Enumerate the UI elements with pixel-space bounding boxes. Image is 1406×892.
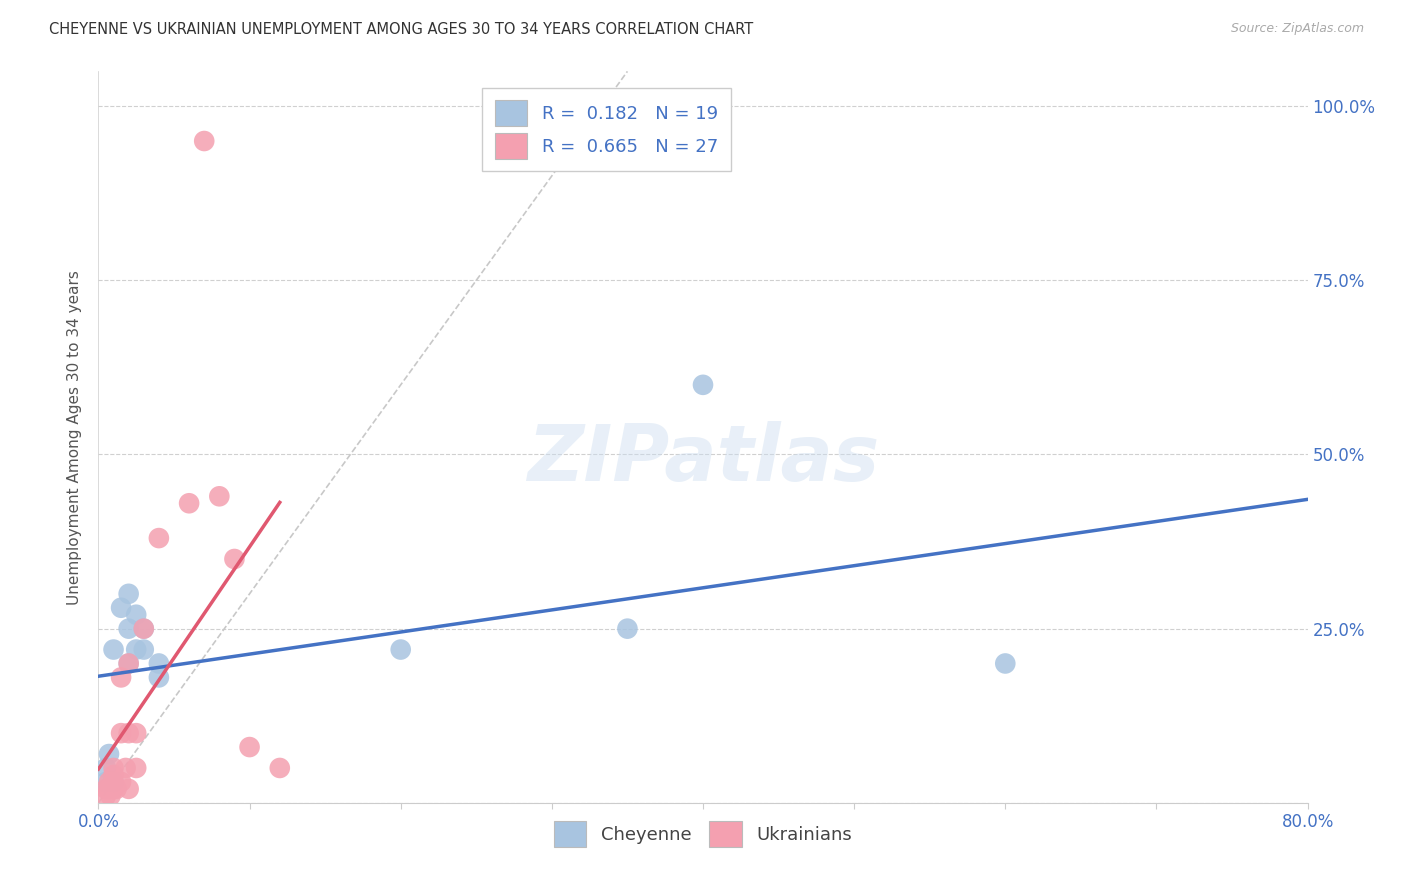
Point (110, 726, 132, 740)
Point (179, 496, 201, 510)
Point (103, 768, 125, 782)
Point (118, 781, 141, 796)
Point (110, 775, 132, 789)
Point (118, 622, 141, 636)
Point (118, 657, 141, 671)
Legend: Cheyenne, Ukrainians: Cheyenne, Ukrainians (541, 809, 865, 860)
Point (98, 781, 121, 796)
Text: ZIPatlas: ZIPatlas (527, 421, 879, 497)
Point (98, 747, 121, 761)
Point (118, 587, 141, 601)
Point (94, 789, 117, 803)
Point (239, 740, 262, 755)
Point (103, 642, 125, 657)
Point (118, 657, 141, 671)
Y-axis label: Unemployment Among Ages 30 to 34 years: Unemployment Among Ages 30 to 34 years (67, 269, 83, 605)
Point (94, 761, 117, 775)
Point (110, 600, 132, 615)
Point (148, 657, 170, 671)
Point (193, 134, 215, 148)
Point (125, 726, 148, 740)
Point (692, 377, 714, 392)
Point (125, 607, 148, 622)
Point (132, 622, 155, 636)
Point (616, 622, 638, 636)
Point (118, 726, 141, 740)
Point (114, 761, 136, 775)
Point (103, 781, 125, 796)
Point (125, 642, 148, 657)
Point (389, 642, 412, 657)
Point (125, 761, 148, 775)
Text: CHEYENNE VS UKRAINIAN UNEMPLOYMENT AMONG AGES 30 TO 34 YEARS CORRELATION CHART: CHEYENNE VS UKRAINIAN UNEMPLOYMENT AMONG… (49, 22, 754, 37)
Point (208, 489, 231, 503)
Point (100, 789, 122, 803)
Point (105, 781, 128, 796)
Point (103, 761, 125, 775)
Point (110, 670, 132, 684)
Point (132, 642, 155, 657)
Point (98, 775, 121, 789)
Point (269, 761, 291, 775)
Point (148, 531, 170, 545)
Point (103, 775, 125, 789)
Text: Source: ZipAtlas.com: Source: ZipAtlas.com (1230, 22, 1364, 36)
Point (994, 657, 1017, 671)
Point (224, 552, 246, 566)
Point (94, 781, 117, 796)
Point (94, 775, 117, 789)
Point (132, 622, 155, 636)
Point (148, 670, 170, 684)
Point (103, 775, 125, 789)
